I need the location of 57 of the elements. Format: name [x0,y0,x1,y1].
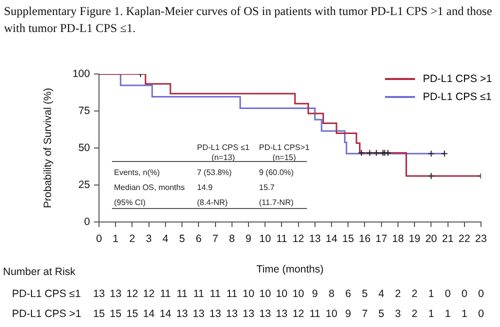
point [384,149,392,156]
x-tick-label: 0 [96,233,102,246]
text: Number at Risk [3,266,76,278]
x-tick-label: 18 [392,233,404,246]
point [440,150,448,158]
annotation: (11.7-NR) [259,198,294,208]
annotation: Events, n(%) [114,168,160,178]
y-tick-label: 100 [72,68,90,80]
x-tick-label: 16 [358,233,371,246]
y-tick-label: 75 [78,104,90,117]
annotation: Median OS, months [114,183,185,193]
x-tick-label: 5 [179,233,186,246]
x-tick-label: 21 [442,233,454,246]
x-tick-label: 20 [425,233,438,246]
point [428,150,435,158]
text: PD-L1 CPS ≤1 [12,288,81,300]
x-tick-label: 4 [162,233,169,246]
y-tick-label: 25 [78,178,90,191]
x-tick-label: 7 [212,233,218,246]
x-tick-label: 6 [196,233,202,246]
annotation: PD-L1 CPS>1 (n=15) [259,143,310,163]
annotation: 9 (60.0%) [259,168,294,178]
point [358,149,365,156]
x-tick-label: 23 [475,233,487,246]
annotation: 7 (53.8%) [197,168,232,178]
x-tick-label: 14 [326,233,338,246]
x-tick-label: 10 [259,233,272,246]
x-tick-label: 12 [292,233,304,246]
x-tick-label: 19 [408,233,421,246]
chart-title: Supplementary Figure 1. Kaplan-Meier curves of OS in patients with tumor PD-L1 CPS >1 and those with tumor PD-L1 CPS ≤1. [4,3,494,37]
x-tick-label: 2 [129,233,136,246]
annotation: 15.7 [259,183,275,193]
x-tick-label: 3 [146,233,152,246]
text: 13 13 12 12 11 11 11 11 11 10 10 10 10 9 8 6 5 4 2 2 1 0 0 0 [93,288,484,300]
x-tick-label: 22 [458,233,470,246]
legend-label: PD-L1 CPS >1 [422,73,492,85]
x-tick-label: 15 [342,233,354,246]
annotation: 14.9 [197,183,213,193]
x-tick-label: 13 [309,233,321,246]
y-tick-label: 50 [78,142,90,154]
y-axis-title: Probability of Survival (%) [42,88,54,208]
x-tick-label: 11 [276,233,288,246]
legend-label: PD-L1 CPS ≤1 [422,91,492,103]
x-axis-title: Time (months) [256,264,324,276]
annotation: (8.4-NR) [197,198,228,208]
annotation: (95% CI) [114,198,146,208]
annotation: PD-L1 CPS ≤1 (n=13) [197,143,250,163]
y-tick-label: 0 [84,216,90,228]
x-tick-label: 8 [228,233,235,246]
point [428,172,435,180]
text: PD-L1 CPS >1 [12,308,82,320]
x-tick-label: 17 [376,233,388,246]
text: 15 15 15 14 14 13 13 13 13 13 13 13 12 11 10 9 7 5 3 2 1 1 1 0 [93,308,484,320]
point [366,149,374,156]
point [372,149,380,156]
x-tick-label: 1 [112,233,119,246]
x-tick-label: 9 [246,233,252,246]
